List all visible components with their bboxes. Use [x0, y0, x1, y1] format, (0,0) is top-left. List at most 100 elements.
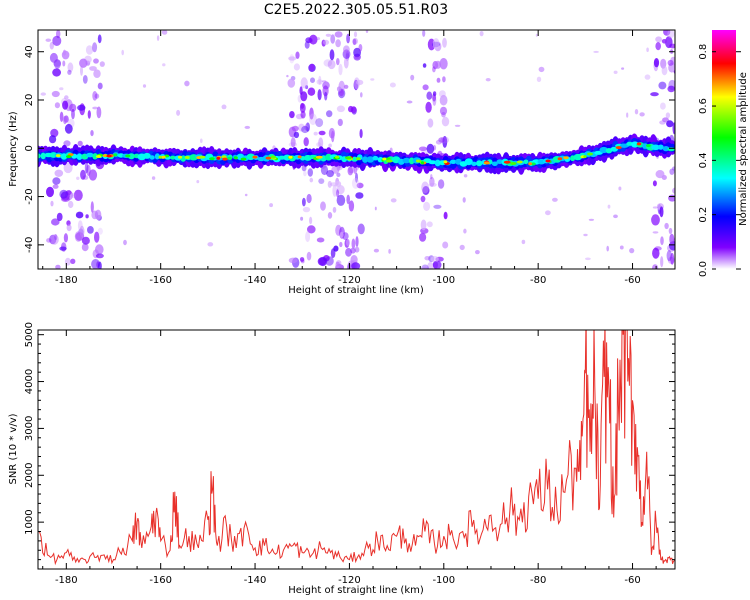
noise-blob	[352, 38, 357, 46]
noise-speckle	[59, 87, 64, 91]
noise-blob	[317, 257, 327, 266]
snr-panel: -180 -160 -140 -120 -100 -80 -60 1000 2000 3000 40…	[8, 322, 676, 596]
noise-blob	[436, 77, 441, 83]
noise-blob	[346, 33, 350, 44]
noise-blob	[664, 222, 669, 230]
echo-peak	[222, 157, 228, 161]
noise-blob	[432, 66, 436, 73]
noise-blob	[52, 177, 61, 185]
echo-core	[76, 153, 83, 160]
noise-blob	[422, 186, 430, 195]
echo-core	[496, 159, 504, 164]
echo-peak	[66, 155, 72, 159]
noise-speckle	[583, 233, 588, 237]
colorbar-gradient	[712, 30, 736, 269]
noise-speckle	[142, 84, 147, 88]
noise-blob	[89, 66, 97, 71]
snr-xtick-label: -120	[338, 575, 361, 586]
noise-blob	[336, 189, 340, 198]
noise-speckle	[200, 138, 203, 144]
echo-peak	[113, 153, 118, 157]
noise-blob	[64, 257, 71, 266]
echo-peak	[125, 154, 131, 158]
noise-speckle	[221, 104, 227, 110]
noise-blob	[53, 59, 62, 69]
noise-speckle	[123, 239, 127, 246]
echo-peak	[483, 161, 490, 165]
snr-xtick-label: -80	[530, 575, 546, 586]
noise-blob	[46, 186, 54, 198]
noise-blob	[655, 36, 662, 43]
noise-blob	[418, 146, 428, 152]
noise-blob	[426, 91, 433, 100]
noise-blob	[439, 106, 448, 116]
noise-blob	[442, 136, 448, 148]
echo-peak	[587, 152, 593, 156]
noise-blob	[87, 110, 91, 119]
spectrogram-marks	[38, 30, 675, 269]
noise-speckle	[607, 204, 611, 209]
noise-blob	[67, 69, 72, 75]
noise-blob	[322, 39, 330, 45]
noise-blob	[338, 63, 343, 76]
noise-speckle	[422, 266, 428, 269]
echo-core	[449, 159, 457, 164]
noise-blob	[328, 127, 335, 139]
noise-blob	[287, 78, 296, 88]
echo-peak	[315, 155, 323, 159]
noise-blob	[91, 210, 99, 220]
noise-blob	[96, 106, 102, 119]
noise-speckle	[365, 30, 369, 33]
noise-speckle	[40, 92, 46, 96]
noise-blob	[315, 118, 324, 128]
noise-blob	[438, 137, 445, 143]
spectrogram-ytick-label: -20	[24, 188, 35, 204]
noise-blob	[352, 37, 359, 45]
noise-blob	[299, 86, 303, 96]
noise-blob	[318, 75, 322, 85]
noise-blob	[318, 137, 324, 149]
noise-speckle	[328, 143, 332, 148]
echo-peak	[563, 156, 569, 160]
echo-core	[657, 144, 664, 150]
noise-blob	[299, 257, 305, 262]
noise-speckle	[424, 256, 431, 261]
echo-peak	[102, 154, 108, 158]
noise-speckle	[161, 30, 168, 35]
noise-blob	[652, 180, 657, 187]
noise-speckle	[176, 109, 181, 116]
noise-blob	[335, 39, 341, 48]
noise-blob	[93, 69, 101, 78]
noise-blob	[439, 94, 448, 106]
noise-blob	[359, 128, 363, 139]
noise-blob	[433, 204, 442, 209]
noise-blob	[71, 108, 75, 120]
noise-speckle	[454, 124, 461, 127]
noise-blob	[669, 233, 675, 245]
noise-blob	[652, 264, 659, 269]
echo-core	[60, 153, 68, 160]
echo-peak	[557, 157, 563, 161]
echo-peak	[516, 160, 523, 164]
noise-blob	[88, 169, 98, 181]
noise-blob	[70, 258, 76, 264]
echo-peak	[106, 154, 112, 158]
noise-speckle	[585, 257, 591, 261]
noise-blob	[421, 264, 430, 269]
noise-blob	[661, 65, 668, 76]
noise-speckle	[652, 206, 659, 209]
noise-blob	[80, 65, 83, 76]
colorbar-label: Normalized spectral amplitude	[738, 72, 749, 226]
noise-blob	[59, 189, 68, 199]
noise-blob	[306, 193, 312, 204]
noise-speckle	[70, 193, 76, 198]
noise-blob	[342, 232, 349, 241]
echo-core	[170, 155, 176, 160]
noise-blob	[336, 105, 345, 113]
noise-blob	[419, 232, 427, 242]
noise-speckle	[552, 197, 558, 202]
noise-blob	[322, 81, 330, 90]
snr-ytick-label: 2000	[24, 463, 35, 488]
noise-blob	[672, 166, 675, 171]
echo-core	[92, 153, 98, 160]
